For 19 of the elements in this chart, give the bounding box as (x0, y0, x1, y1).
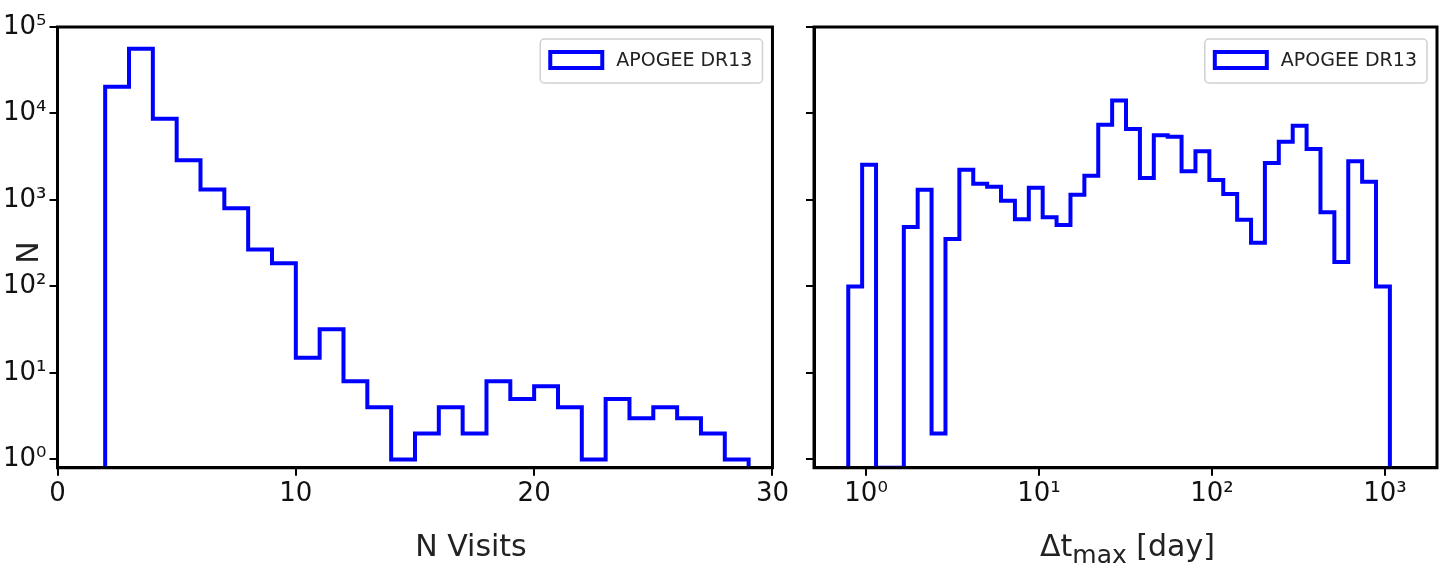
x-tick-label: 10⁰ (844, 477, 888, 508)
y-tick-label: 10⁵ (2, 9, 47, 40)
x-tick-label: 30 (755, 477, 789, 508)
y-axis-title: N (9, 241, 45, 264)
x-tick-label: 10¹ (1017, 477, 1061, 508)
y-tick-label: 10⁴ (2, 96, 47, 127)
x-tick-label: 10² (1190, 477, 1234, 508)
x-tick-label: 20 (517, 477, 551, 508)
y-tick-label: 10² (2, 269, 47, 300)
x-axis-title: N Visits (414, 528, 528, 563)
y-tick-label: 10⁰ (2, 442, 47, 473)
y-tick-label: 10³ (2, 182, 47, 213)
legend-label: APOGEE DR13 (616, 47, 753, 70)
y-tick-label: 10¹ (2, 355, 47, 386)
x-tick-label: 10 (279, 477, 313, 508)
x-axis-title: Δt$_{max}$ [day] (1039, 528, 1216, 569)
x-tick-label: 0 (49, 477, 66, 508)
legend-label: APOGEE DR13 (1280, 47, 1418, 70)
x-tick-label: 10³ (1363, 477, 1407, 508)
